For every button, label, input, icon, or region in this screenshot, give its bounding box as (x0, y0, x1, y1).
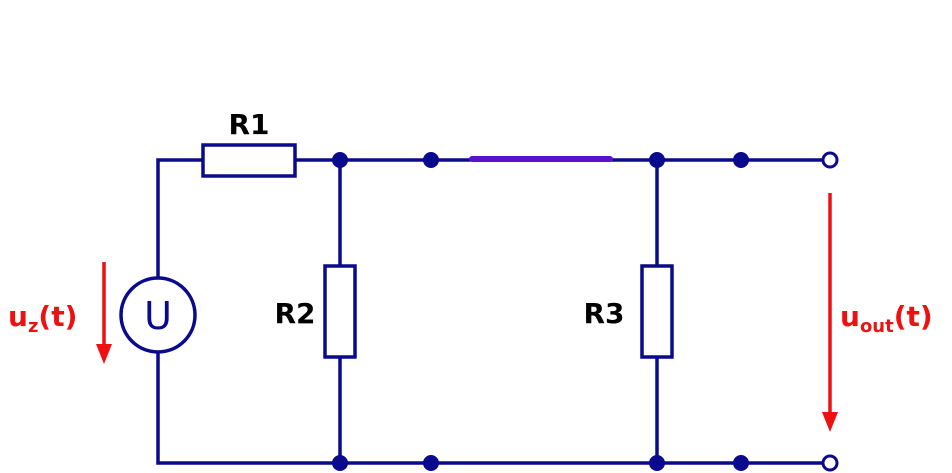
input-voltage-suffix: (t) (38, 300, 77, 333)
wire-bottom (156, 348, 824, 465)
output-voltage-suffix: (t) (894, 300, 933, 333)
input-voltage-subscript: z (28, 316, 38, 337)
resistor-r3 (640, 264, 674, 359)
voltage-source-symbol: U (144, 294, 172, 338)
wire-top-left (156, 158, 205, 282)
output-voltage-main: u (840, 300, 860, 333)
resistor-r1 (201, 143, 297, 178)
label-input-voltage: uz(t) (8, 300, 77, 337)
label-r3: R3 (583, 297, 624, 330)
label-r2: R2 (274, 297, 315, 330)
junction-dot (649, 455, 665, 471)
label-output-voltage: uout(t) (840, 300, 933, 337)
voltage-source (119, 276, 197, 354)
output-voltage-arrow (822, 193, 838, 432)
junction-dot (332, 152, 348, 168)
junction-dot (649, 152, 665, 168)
input-voltage-arrow (96, 262, 112, 364)
resistor-r2 (323, 264, 357, 359)
label-r1: R1 (228, 108, 269, 141)
input-voltage-main: u (8, 300, 28, 333)
junction-dot (332, 455, 348, 471)
output-terminal-bottom (821, 454, 839, 472)
junctions (332, 152, 749, 471)
output-voltage-subscript: out (860, 316, 894, 337)
junction-dot (423, 455, 439, 471)
junction-dot (733, 152, 749, 168)
wires (156, 158, 824, 465)
junction-dot (423, 152, 439, 168)
output-terminal-top (821, 151, 839, 169)
junction-dot (733, 455, 749, 471)
